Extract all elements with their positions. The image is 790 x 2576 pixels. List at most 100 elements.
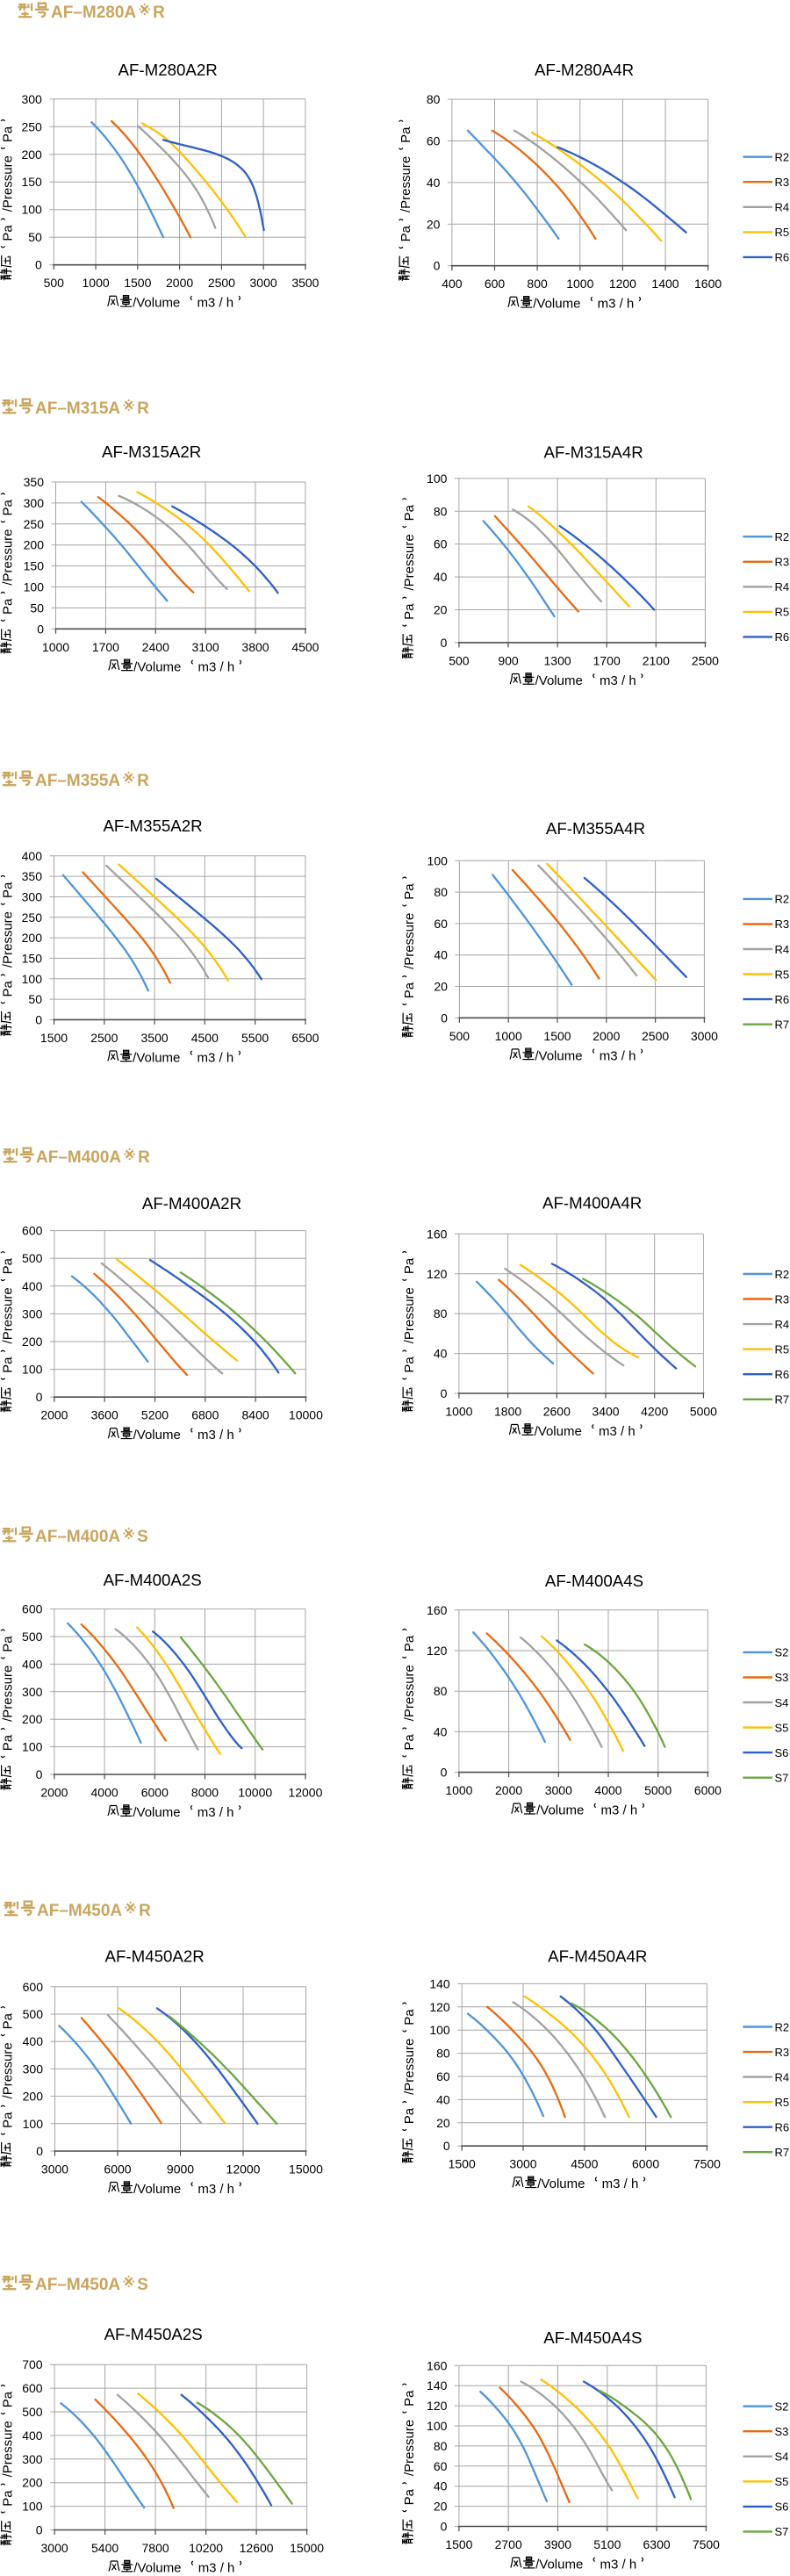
svg-text:0: 0	[441, 1766, 448, 1780]
svg-text:R3: R3	[775, 176, 790, 189]
svg-text:R2: R2	[775, 151, 790, 164]
svg-text:200: 200	[22, 1712, 43, 1726]
svg-text:AF-M400A2R: AF-M400A2R	[142, 1194, 241, 1212]
svg-text:400: 400	[22, 2428, 43, 2443]
svg-text:100: 100	[429, 2023, 450, 2037]
svg-text:/Volume: /Volume	[536, 1803, 584, 1818]
svg-text:R: R	[138, 1148, 150, 1167]
svg-text:R2: R2	[775, 2020, 790, 2033]
svg-text:S6: S6	[775, 2500, 789, 2514]
svg-text:300: 300	[22, 1306, 43, 1320]
svg-text:12600: 12600	[240, 2541, 274, 2555]
svg-text:0: 0	[35, 258, 42, 272]
svg-text:/Pressure: /Pressure	[1, 911, 16, 968]
svg-text:AF-M315A4R: AF-M315A4R	[544, 443, 643, 462]
svg-text:m3 / h: m3 / h	[198, 2561, 235, 2576]
svg-text:1700: 1700	[593, 653, 621, 667]
svg-text:5000: 5000	[690, 1405, 717, 1419]
svg-text:AF–M280A: AF–M280A	[51, 4, 136, 22]
svg-text:4500: 4500	[291, 640, 319, 654]
svg-text:AF-M450A2R: AF-M450A2R	[105, 1947, 205, 1966]
svg-text:600: 600	[22, 1602, 43, 1616]
svg-text:/Pressure: /Pressure	[1, 2421, 16, 2477]
svg-text:160: 160	[427, 2358, 448, 2372]
svg-text:100: 100	[23, 2117, 44, 2131]
svg-text:100: 100	[24, 580, 45, 594]
svg-text:500: 500	[449, 1029, 470, 1043]
svg-text:m3 / h: m3 / h	[198, 1805, 234, 1820]
svg-text:R5: R5	[775, 606, 790, 619]
svg-text:1800: 1800	[494, 1405, 521, 1419]
svg-text:R6: R6	[775, 630, 790, 644]
svg-text:/Pressure: /Pressure	[402, 913, 417, 969]
svg-text:500: 500	[22, 2405, 43, 2419]
svg-text:/Volume: /Volume	[133, 659, 181, 674]
svg-text:0: 0	[441, 1386, 448, 1400]
svg-text:40: 40	[434, 570, 448, 584]
svg-text:/Volume: /Volume	[133, 1050, 180, 1065]
svg-text:Pa: Pa	[402, 504, 417, 521]
svg-text:6000: 6000	[694, 1783, 722, 1797]
svg-text:R: R	[139, 1902, 151, 1920]
svg-text:6500: 6500	[291, 1031, 319, 1045]
svg-text:/Pressure: /Pressure	[1, 155, 16, 212]
svg-text:Pa: Pa	[1, 500, 16, 516]
svg-text:100: 100	[427, 853, 449, 867]
svg-text:3400: 3400	[592, 1405, 619, 1419]
svg-text:Pa: Pa	[1, 2490, 16, 2507]
svg-text:350: 350	[22, 869, 43, 883]
svg-text:1500: 1500	[40, 1031, 68, 1045]
svg-text:Pa: Pa	[1, 2112, 16, 2128]
svg-text:140: 140	[427, 2378, 448, 2393]
svg-text:/Pressure: /Pressure	[402, 534, 417, 590]
svg-text:/Volume: /Volume	[133, 296, 180, 311]
svg-text:/Volume: /Volume	[133, 2182, 181, 2197]
svg-text:400: 400	[442, 277, 463, 291]
svg-text:300: 300	[22, 1685, 43, 1699]
svg-text:S5: S5	[775, 2475, 789, 2488]
svg-text:8000: 8000	[191, 1786, 219, 1800]
svg-text:2100: 2100	[643, 653, 670, 667]
svg-text:300: 300	[23, 2062, 44, 2076]
svg-text:2500: 2500	[90, 1031, 118, 1045]
svg-text:200: 200	[21, 148, 42, 162]
svg-text:20: 20	[427, 217, 441, 231]
svg-text:S3: S3	[775, 1671, 789, 1684]
svg-text:40: 40	[434, 2479, 448, 2493]
svg-text:S4: S4	[775, 2450, 789, 2464]
svg-text:1000: 1000	[495, 1029, 522, 1043]
svg-text:m3 / h: m3 / h	[198, 2182, 234, 2197]
svg-text:Pa: Pa	[1, 2012, 16, 2029]
svg-text:Pa: Pa	[1, 1636, 16, 1652]
svg-text:900: 900	[498, 653, 519, 667]
svg-text:2000: 2000	[40, 1408, 68, 1422]
svg-text:AF-M280A4R: AF-M280A4R	[535, 61, 634, 79]
svg-text:R6: R6	[775, 2121, 790, 2134]
svg-text:120: 120	[427, 2399, 448, 2413]
svg-text:S: S	[137, 2276, 148, 2294]
svg-text:R5: R5	[775, 2096, 790, 2109]
svg-text:/Volume: /Volume	[133, 1805, 180, 1820]
svg-text:400: 400	[22, 849, 43, 863]
svg-text:m3 / h: m3 / h	[198, 1050, 234, 1065]
svg-text:200: 200	[24, 538, 45, 552]
svg-text:R4: R4	[775, 2070, 790, 2083]
svg-text:/Volume: /Volume	[537, 2177, 585, 2191]
svg-text:150: 150	[22, 951, 43, 965]
svg-text:5100: 5100	[593, 2537, 621, 2551]
svg-text:2500: 2500	[642, 1029, 669, 1043]
svg-text:AF-M450A4S: AF-M450A4S	[543, 2328, 642, 2347]
svg-text:150: 150	[21, 175, 42, 189]
svg-text:6000: 6000	[104, 2162, 131, 2177]
svg-text:4000: 4000	[91, 1786, 118, 1800]
svg-text:/Pressure: /Pressure	[1, 1287, 16, 1343]
svg-text:600: 600	[485, 277, 506, 291]
svg-text:m3 / h: m3 / h	[600, 1048, 636, 1063]
svg-text:Pa: Pa	[399, 126, 413, 143]
svg-text:AF-M450A2S: AF-M450A2S	[104, 2325, 203, 2343]
svg-text:/Volume: /Volume	[535, 1424, 582, 1439]
svg-text:S7: S7	[775, 1772, 789, 1785]
svg-text:R: R	[137, 399, 149, 418]
svg-text:250: 250	[24, 517, 45, 531]
svg-text:120: 120	[427, 1644, 448, 1658]
